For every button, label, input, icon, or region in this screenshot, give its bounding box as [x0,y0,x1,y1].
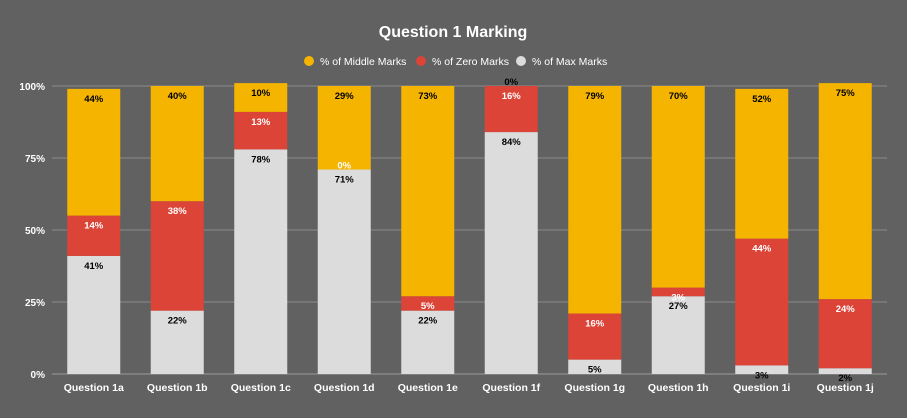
data-label-middle: 0% [504,77,518,88]
legend-label-max: % of Max Marks [532,56,607,68]
legend-swatch-zero [416,56,426,66]
bar-segment-max [484,132,538,374]
bar-segment-middle [401,86,455,297]
x-tick-label: Question 1f [482,382,540,394]
data-label-middle: 29% [335,91,355,102]
legend: % of Middle Marks % of Zero Marks % of Max… [304,56,607,68]
legend-label-zero: % of Zero Marks [432,56,509,68]
data-label-zero: 13% [251,117,271,128]
data-label-middle: 75% [836,88,856,99]
bar-segment-zero [484,86,538,133]
y-tick-label: 50% [25,226,45,237]
bar-segment-middle [150,86,204,202]
data-label-max: 22% [418,316,438,327]
bar-segment-max [568,359,622,374]
data-label-zero: 16% [502,91,522,102]
bar-segment-middle [818,83,872,300]
bar-segment-max [401,310,455,374]
data-label-zero: 3% [671,293,685,304]
data-label-middle: 52% [752,94,772,105]
bar-segment-zero [818,299,872,369]
data-label-zero: 38% [168,206,188,217]
x-tick-label: Question 1e [398,382,458,394]
bar-segment-zero [568,313,622,360]
x-tick-label: Question 1i [733,382,790,394]
x-tick-label: Question 1h [648,382,709,394]
x-tick-label: Question 1b [147,382,208,394]
y-tick-label: 0% [31,370,46,381]
bar-segment-max [150,310,204,374]
bar-segment-zero [150,201,204,311]
data-label-max: 71% [335,175,355,186]
bars [67,83,872,374]
data-label-zero: 5% [421,301,435,312]
y-tick-label: 75% [25,154,45,165]
data-label-zero: 24% [836,304,856,315]
data-label-max: 3% [755,370,769,381]
bar-segment-middle [568,86,622,314]
bar-segment-middle [67,88,121,216]
x-tick-label: Question 1a [64,382,124,394]
bar-segment-middle [317,86,371,170]
bar-segment-max [67,255,121,374]
x-tick-label: Question 1c [231,382,291,394]
data-label-max: 41% [84,261,104,272]
x-axis: Question 1a Question 1b Question 1c Questio… [64,382,874,394]
data-label-middle: 44% [84,94,104,105]
data-label-max: 5% [588,365,602,376]
data-label-zero: 14% [84,221,104,232]
data-labels: 41% 14% 44% 22% 38% 40% 78% 13% 10% 71% 0% 29% 22% 5%… [84,77,855,384]
bar-segment-max [651,296,705,374]
y-tick-label: 100% [19,82,45,93]
bar-segment-zero [735,238,789,366]
x-tick-label: Question 1g [564,382,625,394]
bar-segment-middle [234,83,288,112]
data-label-max: 22% [168,316,188,327]
legend-swatch-middle [304,56,314,66]
data-label-middle: 79% [585,91,605,102]
data-label-zero: 44% [752,244,772,255]
bar-segment-middle [735,88,789,239]
data-label-max: 27% [669,301,689,312]
bar-segment-middle [651,86,705,288]
data-label-middle: 70% [669,91,689,102]
bar-segment-max [317,169,371,374]
data-label-zero: 16% [585,319,605,330]
bar-segment-zero [234,111,288,150]
data-label-middle: 40% [168,91,188,102]
data-label-middle: 10% [251,88,271,99]
bar-segment-max [818,368,872,374]
data-label-max: 84% [502,137,522,148]
y-tick-label: 25% [25,298,45,309]
x-tick-label: Question 1d [314,382,375,394]
bar-segment-zero [651,287,705,297]
data-label-middle: 73% [418,91,438,102]
bar-segment-max [735,365,789,374]
data-label-zero: 0% [337,161,351,172]
y-axis: 0% 25% 50% 75% 100% [19,82,45,381]
data-label-max: 78% [251,154,271,165]
bar-segment-zero [67,215,121,256]
bar-segment-zero [401,296,455,311]
chart-title: Question 1 Marking [379,24,527,41]
x-tick-label: Question 1j [817,382,874,394]
legend-label-middle: % of Middle Marks [320,56,406,68]
legend-swatch-max [516,56,526,66]
bar-segment-max [234,149,288,374]
data-label-max: 2% [838,373,852,384]
